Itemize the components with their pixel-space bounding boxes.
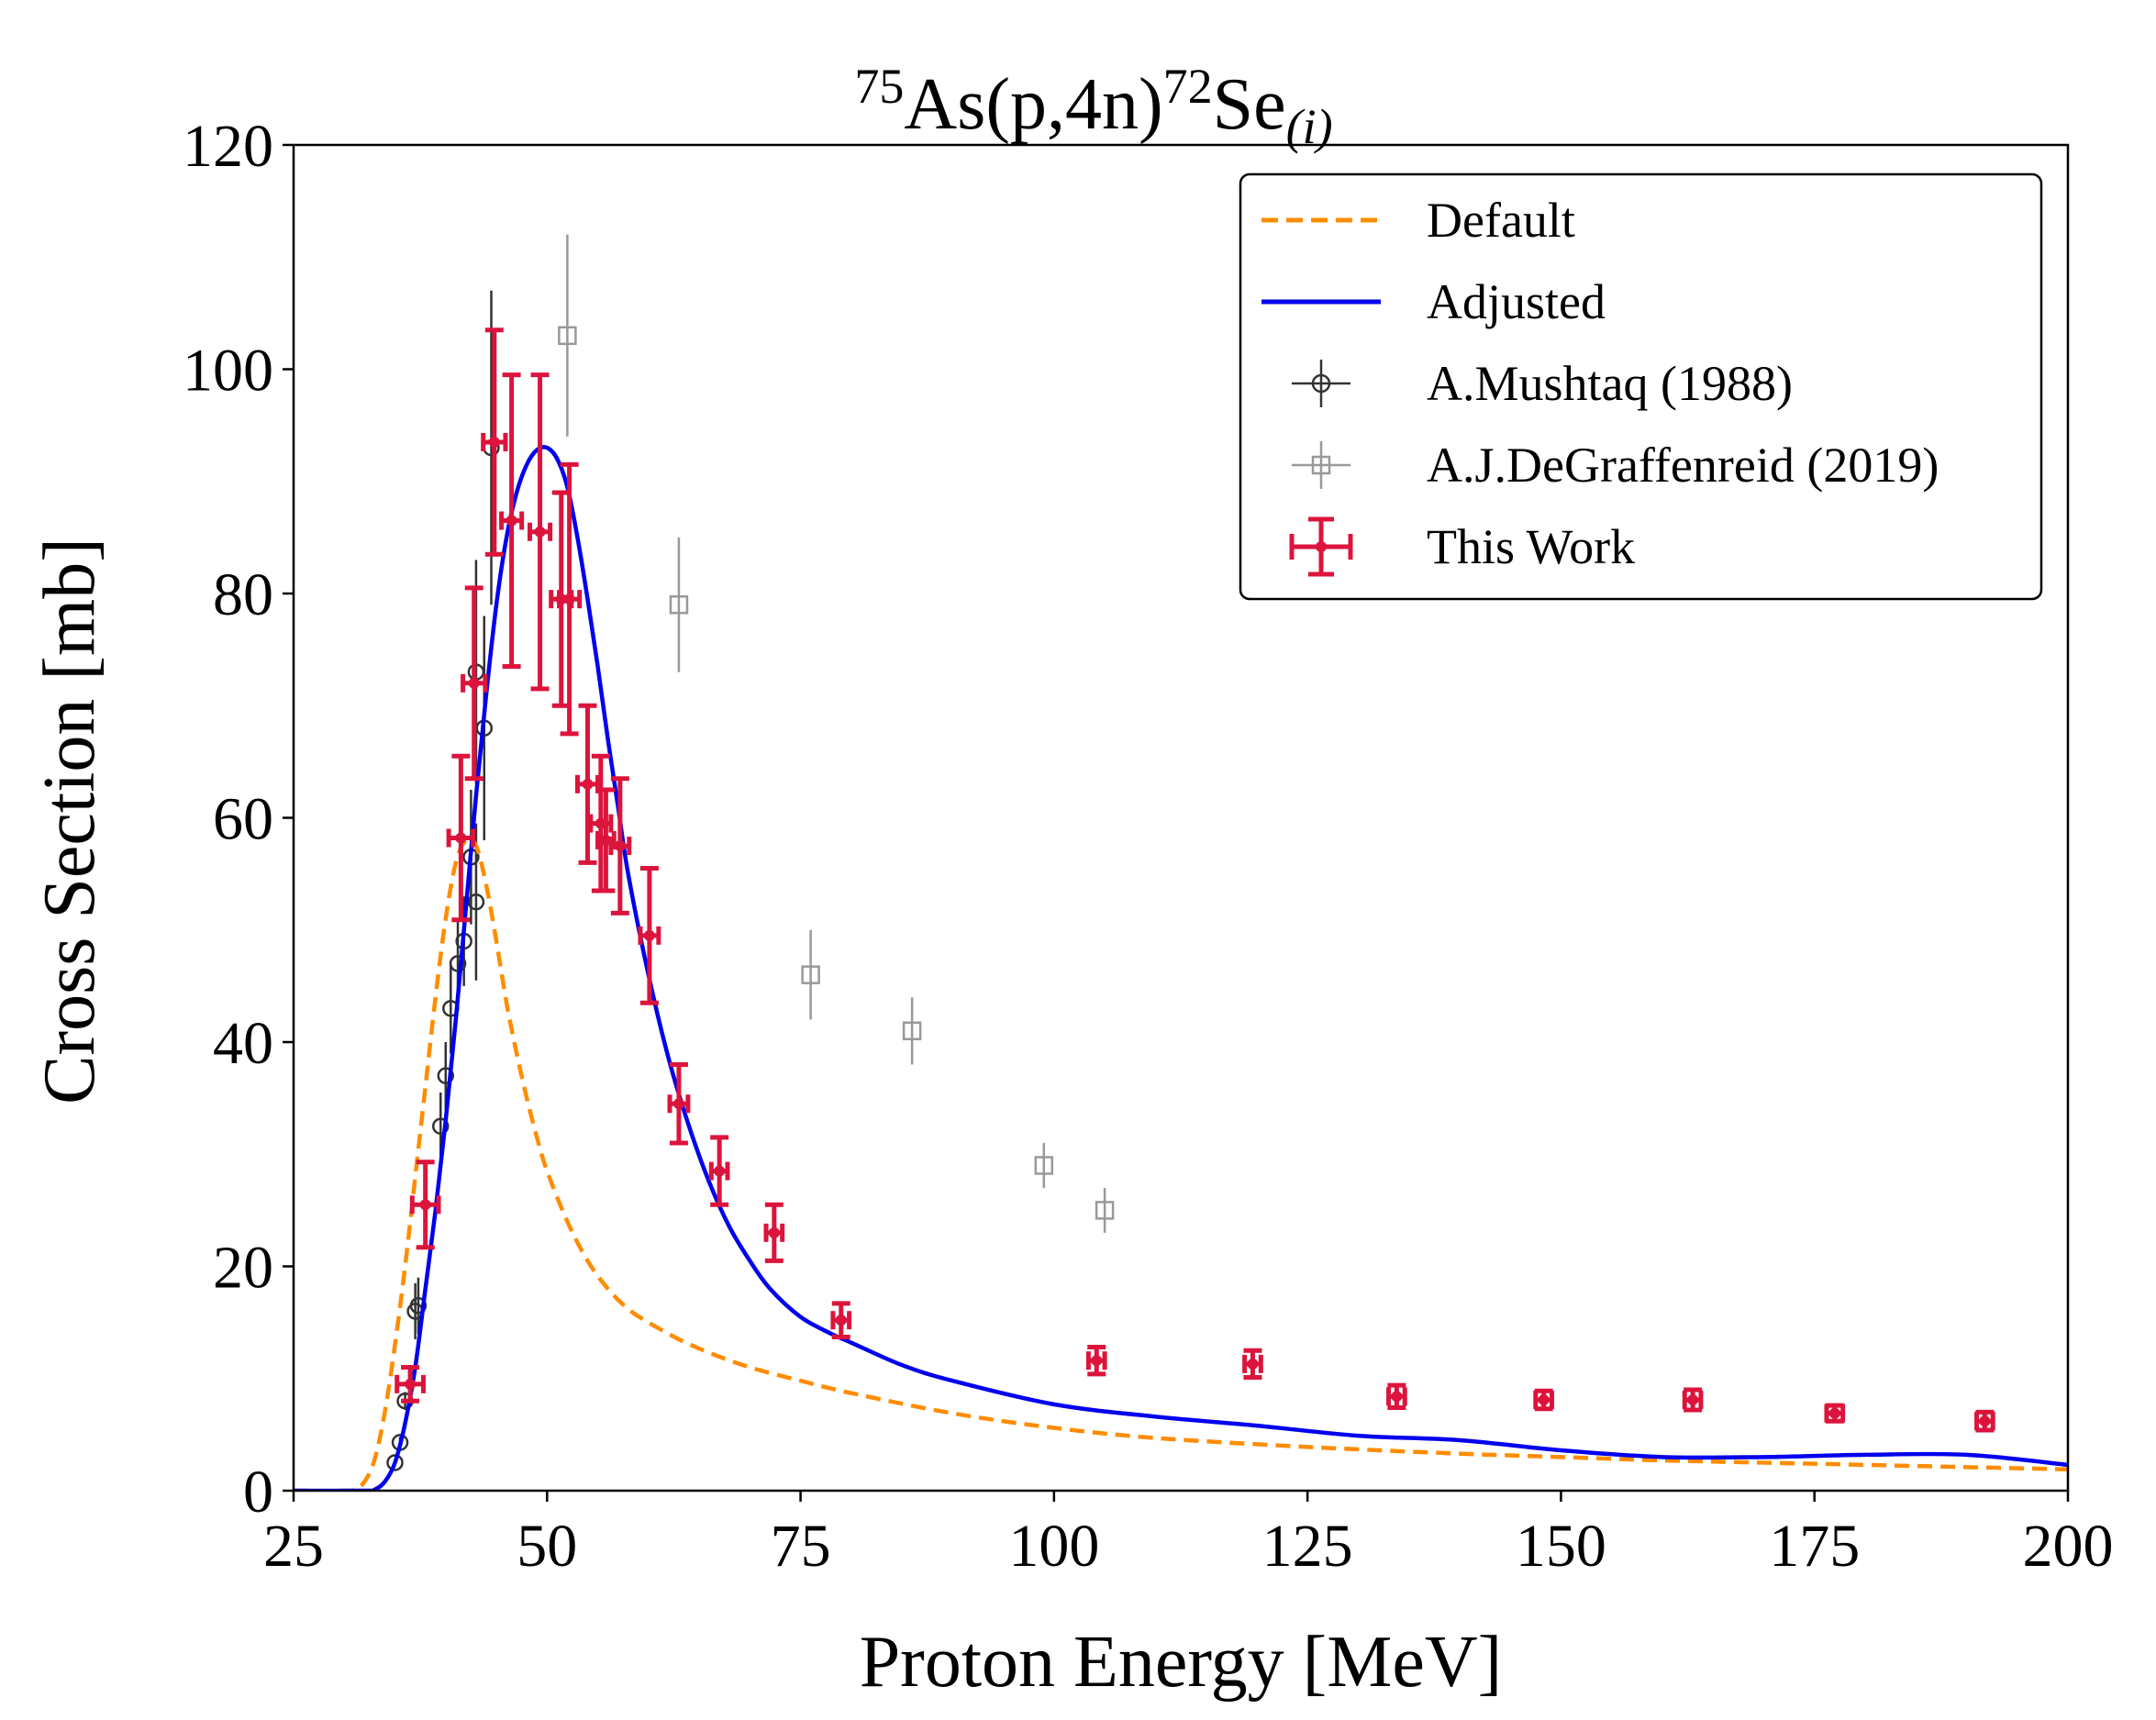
mushtaq-point <box>437 1067 455 1084</box>
this-work-point <box>557 461 583 737</box>
this-work-point <box>481 327 508 557</box>
this-work-point <box>1242 1348 1263 1381</box>
this-work-marker <box>1687 1393 1699 1405</box>
this-work-marker <box>1391 1391 1403 1403</box>
legend-mushtaq-swatch <box>1292 360 1350 407</box>
this-work-point <box>763 1202 785 1263</box>
x-tick-label: 100 <box>1008 1513 1099 1580</box>
this-work-marker <box>1979 1415 1991 1427</box>
this-work-point <box>1085 1345 1107 1377</box>
legend-this-work-label: This Work <box>1427 519 1635 574</box>
mushtaq-point <box>431 1117 450 1135</box>
this-work-marker <box>1247 1358 1259 1370</box>
mushtaq-point <box>409 1297 428 1315</box>
this-work-marker <box>614 840 626 852</box>
this-work-marker <box>419 1199 431 1211</box>
mushtaq-point <box>386 1454 404 1471</box>
y-tick-label: 120 <box>183 113 273 180</box>
this-work-point <box>499 372 525 669</box>
y-tick-label: 40 <box>213 1010 273 1077</box>
this-work-point <box>461 585 488 782</box>
degraffenreid-point <box>801 965 820 984</box>
this-work-marker <box>595 817 606 829</box>
mushtaq-point <box>467 893 485 911</box>
this-work-marker <box>534 526 546 538</box>
adjusted-curve <box>294 445 2068 1491</box>
y-tick-label: 20 <box>213 1235 273 1302</box>
legend-degraffenreid-swatch <box>1292 441 1350 489</box>
legend-adjusted-label: Adjusted <box>1427 274 1606 329</box>
y-tick-label: 60 <box>213 786 273 853</box>
plot-area <box>294 234 2068 1491</box>
axes-frame <box>292 143 2070 1493</box>
this-work-point <box>1974 1409 1995 1433</box>
mushtaq-point <box>449 955 467 972</box>
x-tick-label: 125 <box>1262 1513 1353 1580</box>
this-work-marker <box>455 832 467 844</box>
this-work-point <box>409 1160 441 1250</box>
default-curve <box>294 837 2068 1491</box>
this-work-point <box>667 1061 691 1146</box>
legend: Default Adjusted A.Mushtaq (1988) A.J.De… <box>1239 172 2043 601</box>
degraffenreid-point <box>1095 1201 1115 1220</box>
plot-clipped-layer <box>294 234 2068 1491</box>
x-tick-label: 200 <box>2023 1513 2114 1580</box>
legend-default-label: Default <box>1427 193 1575 248</box>
this-work-point <box>446 753 476 923</box>
y-axis-ticks: 0 20 40 60 80 100 120 <box>183 113 294 1526</box>
this-work-point <box>574 703 601 865</box>
this-work-marker <box>643 929 655 941</box>
y-tick-label: 100 <box>183 338 273 405</box>
this-work-marker <box>488 436 500 448</box>
this-work-point <box>608 776 632 915</box>
legend-degraffenreid-label: A.J.DeGraffenreid (2019) <box>1427 438 1939 493</box>
this-work-marker <box>1828 1407 1840 1419</box>
degraffenreid-point <box>558 326 577 346</box>
this-work-marker <box>1091 1355 1103 1367</box>
this-work-point <box>1824 1403 1846 1424</box>
x-tick-label: 175 <box>1769 1513 1860 1580</box>
this-work-marker <box>468 677 480 689</box>
this-work-marker <box>582 778 594 790</box>
x-tick-label: 75 <box>771 1513 831 1580</box>
x-tick-label: 25 <box>263 1513 324 1580</box>
y-tick-label: 80 <box>213 561 273 628</box>
this-work-point <box>395 1365 426 1404</box>
x-axis-ticks: 25 50 75 100 125 150 175 200 <box>263 1491 2114 1580</box>
legend-this-work-swatch <box>1289 516 1353 577</box>
x-tick-label: 50 <box>517 1513 577 1580</box>
this-work-marker <box>506 515 517 527</box>
this-work-marker <box>405 1378 417 1390</box>
x-tick-label: 150 <box>1516 1513 1606 1580</box>
degraffenreid-point <box>669 594 689 615</box>
this-work-point <box>638 866 661 1005</box>
legend-box <box>1239 172 2043 601</box>
this-work-marker <box>672 1098 684 1110</box>
this-work-marker <box>563 594 575 605</box>
this-work-point <box>830 1301 852 1340</box>
this-work-marker <box>768 1226 780 1238</box>
legend-mushtaq-label: A.Mushtaq (1988) <box>1427 356 1793 411</box>
this-work-marker <box>600 834 612 846</box>
this-work-point <box>1682 1387 1704 1413</box>
this-work-marker <box>714 1165 726 1177</box>
chart-title: 75As(p,4n)72Se(i) <box>854 59 1332 154</box>
this-work-marker <box>835 1315 847 1326</box>
this-work-point <box>1533 1388 1554 1412</box>
this-work-point <box>527 372 553 692</box>
degraffenreid-point <box>1034 1156 1054 1175</box>
this-work-point <box>708 1135 730 1207</box>
this-work-marker <box>1538 1393 1550 1405</box>
x-axis-title: Proton Energy [MeV] <box>860 1622 1503 1703</box>
y-axis-title: Cross Section [mb] <box>29 538 110 1104</box>
degraffenreid-point <box>902 1021 922 1041</box>
this-work-point <box>1386 1382 1407 1411</box>
y-tick-label: 0 <box>243 1459 273 1526</box>
